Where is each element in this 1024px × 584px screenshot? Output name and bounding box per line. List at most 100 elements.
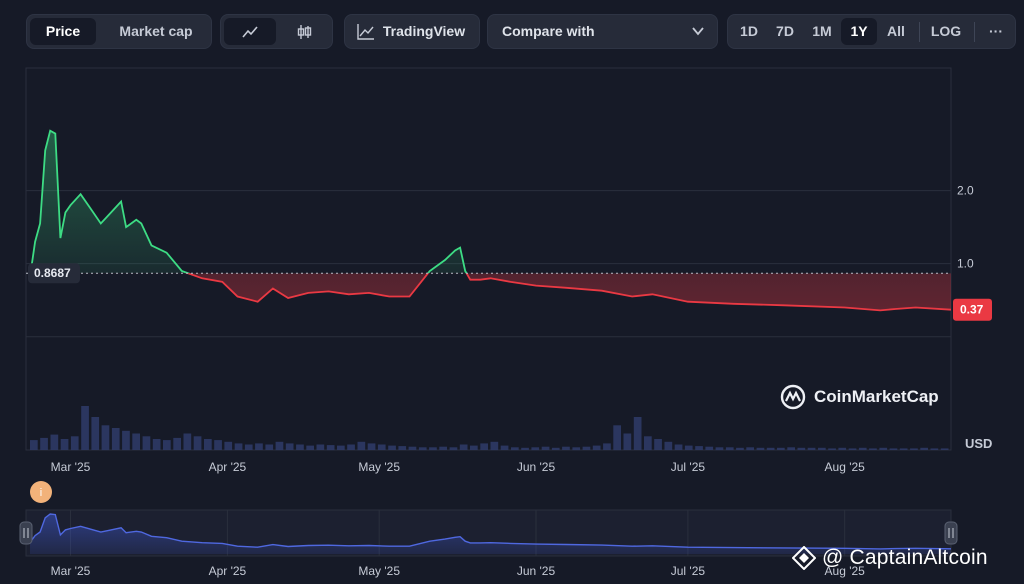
range-7d[interactable]: 7D: [776, 23, 794, 39]
volume-bar: [818, 447, 826, 450]
time-range-selector: 1D 7D 1M 1Y All LOG ···: [727, 14, 1016, 49]
volume-bar: [265, 444, 274, 450]
candlestick-icon: [297, 25, 312, 40]
navigator-right-handle[interactable]: [944, 521, 958, 545]
current-price-tag: 0.37: [953, 298, 992, 321]
coinmarketcap-logo-icon: [780, 384, 806, 410]
volume-bar: [244, 444, 253, 450]
volume-bar: [204, 439, 212, 450]
candlestick-chart-button[interactable]: [279, 18, 329, 45]
x-tick-label: Aug '25: [825, 460, 866, 474]
navigator-x-tick-label: Aug '25: [825, 564, 866, 578]
baseline-tag: 0.8687: [28, 263, 80, 284]
volume-bar: [521, 447, 529, 450]
volume-bar: [449, 447, 458, 451]
more-options-button[interactable]: ···: [989, 23, 1003, 39]
volume-bar: [316, 444, 325, 450]
volume-bar: [787, 447, 795, 451]
volume-bar: [163, 440, 171, 450]
line-chart-icon: [242, 26, 258, 38]
tradingview-label: TradingView: [382, 23, 466, 39]
volume-bar: [930, 448, 939, 450]
toolbar-divider: [974, 22, 975, 42]
volume-bar: [766, 447, 775, 450]
volume-bar: [40, 437, 48, 450]
range-1d[interactable]: 1D: [740, 23, 758, 39]
market-cap-tab[interactable]: Market cap: [119, 23, 193, 39]
volume-bar: [326, 445, 335, 451]
line-chart-button[interactable]: [224, 18, 276, 45]
volume-bar: [848, 448, 857, 450]
price-line-up: [29, 129, 468, 274]
range-all[interactable]: All: [887, 23, 905, 39]
volume-bar: [470, 445, 478, 450]
volume-bars: [30, 406, 949, 451]
tradingview-icon: [357, 23, 375, 46]
volume-bar: [183, 433, 192, 450]
volume-bar: [582, 446, 591, 450]
x-tick-label: Mar '25: [51, 460, 91, 474]
gridlines: [26, 190, 951, 338]
navigator-x-tick-label: Apr '25: [209, 564, 247, 578]
volume-bar: [633, 417, 642, 450]
volume-bar: [695, 446, 703, 450]
volume-bar: [224, 441, 233, 451]
navigator-x-axis-labels: Mar '25 Apr '25 May '25 Jun '25 Jul '25 Aug '…: [51, 564, 866, 578]
credit-text: @ CaptainAltcoin: [822, 546, 988, 569]
volume-bar: [81, 406, 89, 450]
x-tick-label: May '25: [358, 460, 400, 474]
volume-bar: [91, 417, 100, 450]
x-axis-labels: Mar '25 Apr '25 May '25 Jun '25 Jul '25 Aug '…: [51, 460, 866, 474]
range-1m[interactable]: 1M: [812, 23, 832, 39]
x-tick-label: Jun '25: [517, 460, 556, 474]
range-1y[interactable]: 1Y: [841, 18, 877, 45]
volume-bar: [879, 447, 888, 450]
tradingview-button[interactable]: TradingView: [344, 14, 480, 49]
navigator: [19, 509, 958, 557]
volume-bar: [377, 444, 386, 450]
volume-bar: [357, 441, 366, 451]
compare-with-label: Compare with: [502, 23, 595, 39]
volume-bar: [439, 446, 447, 450]
volume-bar: [30, 440, 38, 450]
volume-bar: [347, 444, 355, 450]
volume-bar: [60, 439, 69, 450]
volume-bar: [613, 425, 621, 451]
volume-bar: [572, 447, 581, 451]
volume-bar: [275, 441, 284, 451]
volume-bar: [418, 447, 427, 451]
volume-bar: [910, 448, 918, 450]
volume-bar: [797, 447, 806, 450]
event-marker[interactable]: i: [30, 481, 52, 503]
volume-bar: [644, 436, 652, 451]
volume-bar: [142, 436, 151, 451]
volume-bar: [367, 443, 376, 450]
volume-bar: [429, 447, 437, 451]
volume-bar: [255, 443, 263, 450]
navigator-left-handle[interactable]: [19, 521, 33, 545]
navigator-area: [30, 514, 951, 554]
volume-bar: [490, 441, 499, 451]
volume-bar: [541, 446, 550, 450]
price-tab[interactable]: Price: [30, 18, 96, 45]
volume-bar: [807, 447, 816, 450]
navigator-x-tick-label: Jul '25: [671, 564, 706, 578]
volume-bar: [214, 440, 222, 450]
volume-bar: [152, 439, 161, 450]
volume-bar: [715, 447, 724, 451]
navigator-x-tick-label: May '25: [358, 564, 400, 578]
y-tick-label: 1.0: [957, 257, 974, 271]
volume-bar: [889, 448, 898, 450]
toolbar-divider: [919, 22, 920, 42]
log-scale-button[interactable]: LOG: [930, 23, 962, 39]
volume-bar: [500, 445, 509, 450]
diamond-logo-icon: [792, 546, 816, 570]
volume-bar: [531, 447, 540, 451]
navigator-x-tick-label: Mar '25: [51, 564, 91, 578]
volume-bar: [828, 448, 836, 450]
volume-bar: [70, 436, 79, 451]
volume-bar: [122, 430, 130, 451]
compare-with-dropdown[interactable]: Compare with: [487, 14, 718, 49]
volume-bar: [296, 444, 304, 450]
